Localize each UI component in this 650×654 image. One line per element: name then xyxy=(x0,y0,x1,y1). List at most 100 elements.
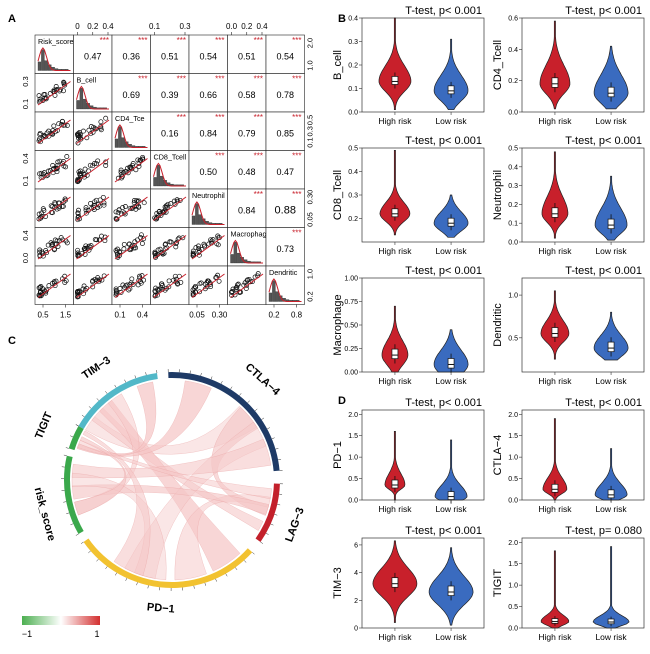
scatter-point xyxy=(126,241,132,247)
violin-plot-5: T-test, p< 0.001 Dendritic 0.5 1.0 High risk… xyxy=(492,265,645,386)
scatter-point xyxy=(206,241,212,247)
test-label: T-test, p< 0.001 xyxy=(405,5,482,17)
chord-tick xyxy=(70,523,74,526)
scatter-point xyxy=(63,197,68,203)
box xyxy=(391,348,399,360)
plot-frame xyxy=(521,409,645,501)
chord-tick xyxy=(278,458,282,461)
scatter-point xyxy=(197,289,203,295)
x-tick-label: Low risk xyxy=(435,116,467,126)
x-tick-label: Low risk xyxy=(595,504,627,514)
scatter-point xyxy=(129,162,135,168)
violin-shape xyxy=(594,448,628,501)
bottom-tick-label: 0.1 xyxy=(114,311,126,320)
scatter-point xyxy=(178,279,184,285)
fit-line xyxy=(37,235,71,260)
scatter-point xyxy=(116,207,122,213)
scatter-point xyxy=(52,237,58,243)
y-tick-label: 1.0 xyxy=(508,583,518,590)
violin-shape xyxy=(593,311,629,361)
density-curve xyxy=(191,201,225,225)
significance-stars: *** xyxy=(254,113,263,122)
chord-tick xyxy=(136,582,138,586)
histogram-bar xyxy=(83,98,87,110)
chord-tick xyxy=(75,424,79,427)
scatter-point xyxy=(75,179,80,185)
y-tick-label: 0.5 xyxy=(508,604,518,611)
test-label: T-test, p< 0.001 xyxy=(565,5,642,17)
right-tick-label: 0.1 xyxy=(306,137,315,147)
scatter-point xyxy=(205,278,211,284)
y-tick-label: 2.0 xyxy=(508,412,518,419)
histogram-bar xyxy=(230,254,234,264)
violin-plot-3: T-test, p< 0.001 Neutrophil 0.0 0.1 0.2 0.3 0.… xyxy=(492,135,645,256)
violin-shape xyxy=(592,546,630,629)
fit-line xyxy=(153,196,187,221)
x-tick-label: Low risk xyxy=(595,632,627,642)
scatter-point xyxy=(75,217,81,223)
matrix-cell xyxy=(265,188,305,228)
violin-shape xyxy=(434,439,468,501)
chord-sector-arc xyxy=(68,426,84,451)
correlation-value: 0.16 xyxy=(161,128,179,138)
scatter-point xyxy=(141,277,147,283)
violin-shape xyxy=(433,329,469,373)
chord-tick xyxy=(271,437,275,440)
scatter-point xyxy=(141,236,147,242)
histogram-bar xyxy=(41,49,45,71)
matrix-cell xyxy=(265,227,305,267)
chord-tick xyxy=(115,572,117,576)
y-tick-label: 0.25 xyxy=(344,346,358,353)
chord-tick xyxy=(96,558,99,562)
scatter-point xyxy=(161,210,167,216)
fit-line xyxy=(37,158,71,183)
scatter-point xyxy=(215,242,221,248)
scatter-point xyxy=(37,96,43,102)
y-tick-label: 1.5 xyxy=(508,561,518,568)
correlation-value: 0.69 xyxy=(122,90,140,100)
scatter-point xyxy=(196,246,202,252)
x-tick-label: High risk xyxy=(538,632,572,642)
y-tick-label: 0.3 xyxy=(348,193,358,200)
y-tick-label: 0.1 xyxy=(508,221,518,228)
scatter-point xyxy=(202,243,208,249)
violin-shape xyxy=(384,431,406,501)
chord-tick xyxy=(70,435,74,438)
matrix-cell xyxy=(265,73,305,113)
top-tick-label: 0.3 xyxy=(179,22,191,31)
histogram-bar xyxy=(237,252,241,264)
chord-tick xyxy=(225,573,228,577)
box xyxy=(551,327,559,338)
x-tick-label: High risk xyxy=(378,504,412,514)
box xyxy=(447,85,455,95)
chord-tick xyxy=(105,566,108,570)
bottom-tick-label: 1.5 xyxy=(60,311,72,320)
scatter-point xyxy=(234,284,240,290)
scatter-point xyxy=(234,282,240,288)
correlation-value: 0.54 xyxy=(199,51,217,61)
fit-line xyxy=(191,235,225,260)
scatter-point xyxy=(118,167,124,173)
scatter-point xyxy=(166,284,172,290)
scatter-point xyxy=(81,246,87,252)
scatter-point xyxy=(171,198,177,204)
panel-letter-a: A xyxy=(8,13,16,25)
scatter-point xyxy=(64,240,70,246)
scatter-point xyxy=(245,277,251,283)
scatter-point xyxy=(82,166,88,172)
chord-tick xyxy=(235,567,238,571)
y-tick-label: 0.4 xyxy=(508,164,518,171)
scatter-point xyxy=(233,287,239,292)
chord-tick xyxy=(275,448,279,450)
significance-stars: *** xyxy=(215,113,224,122)
violin-shape xyxy=(542,418,568,501)
x-tick-label: High risk xyxy=(538,376,572,386)
violin-shape xyxy=(539,20,571,110)
scatter-point xyxy=(193,284,199,290)
y-tick-label: 0.5 xyxy=(348,476,358,483)
chord-tick xyxy=(270,523,274,526)
violin-shape xyxy=(433,38,469,111)
scatter-point xyxy=(177,197,183,203)
box xyxy=(607,618,615,625)
histogram-bar xyxy=(240,257,244,264)
